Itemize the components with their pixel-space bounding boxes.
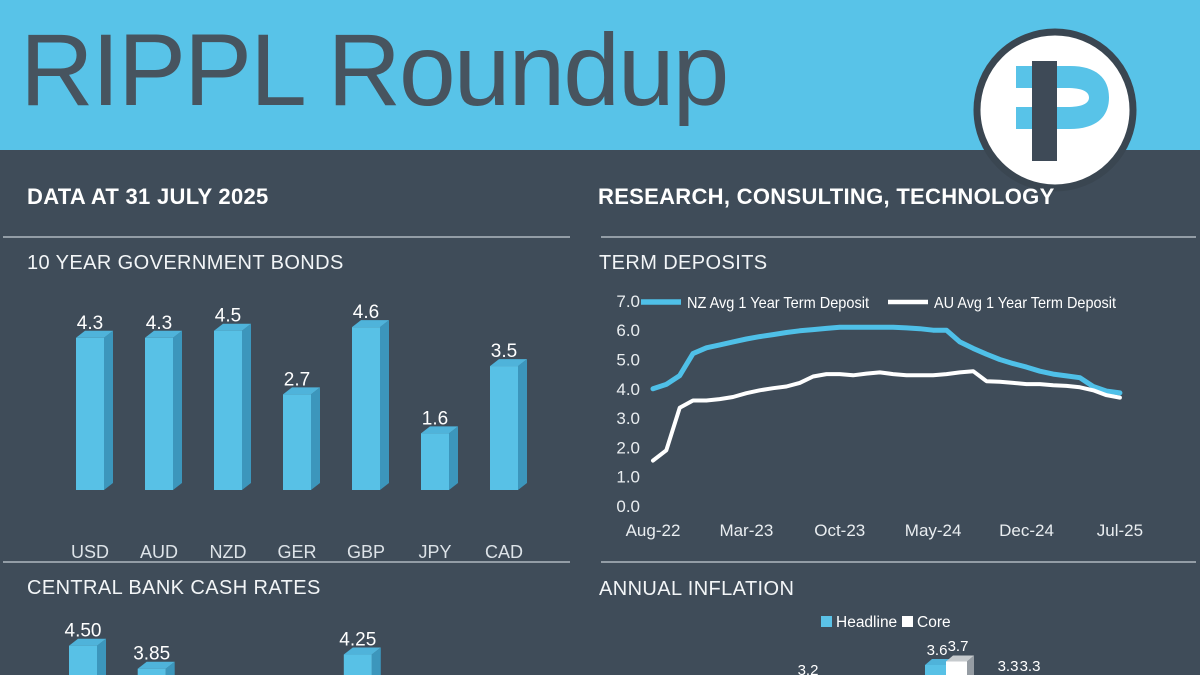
- inflation-value-label: 3.3: [998, 658, 1019, 675]
- chart-label: 4.6: [353, 302, 379, 323]
- legend-label-core: Core: [917, 614, 951, 631]
- bond-category-label: GER: [277, 542, 316, 562]
- logo-p-stem: [1032, 61, 1057, 161]
- x-axis-tick-label: Oct-23: [814, 521, 865, 540]
- legend-swatch-core: [902, 616, 913, 627]
- divider-bottom-left: [3, 561, 570, 563]
- divider-bottom-right: [601, 561, 1196, 563]
- chart-label: 4.5: [215, 306, 241, 327]
- chart-label: 4.25: [339, 630, 376, 651]
- y-axis-tick-label: 5.0: [616, 351, 640, 370]
- y-axis-tick-label: 1.0: [616, 468, 640, 487]
- cash-rate-bar-3.85: [137, 661, 175, 675]
- cash-rates-chart: 4.50 3.85 4.25: [65, 621, 381, 675]
- bonds-chart: 4.3 USD 4.3 AUD 4.5 NZD 2.7 GER 4.6 GBP 1.6 JPY 3.5 C…: [71, 302, 527, 562]
- section-title-inflation: ANNUAL INFLATION: [599, 578, 795, 600]
- bond-bar-JPY: [421, 426, 458, 490]
- inflation-bar-core: [946, 655, 974, 675]
- divider-top-left: [3, 236, 570, 238]
- bond-bar-GER: [283, 387, 320, 490]
- tagline-label: RESEARCH, CONSULTING, TECHNOLOGY: [598, 184, 1055, 209]
- bond-bar-AUD: [145, 330, 182, 490]
- bond-category-label: USD: [71, 542, 109, 562]
- legend-label-headline: Headline: [836, 614, 897, 631]
- bond-category-label: NZD: [210, 542, 247, 562]
- legend-swatch-headline: [821, 616, 832, 627]
- inflation-value-label: 3.6: [927, 642, 948, 659]
- x-axis-tick-label: Dec-24: [999, 521, 1054, 540]
- chart-label: 2.7: [284, 369, 310, 390]
- section-title-bonds: 10 YEAR GOVERNMENT BONDS: [27, 252, 344, 274]
- bond-bar-NZD: [214, 323, 251, 490]
- y-axis-tick-label: 0.0: [616, 497, 640, 516]
- rippl-logo: [973, 28, 1137, 192]
- chart-label: 4.3: [77, 313, 103, 334]
- term-deposits-chart: 0.0 1.0 2.0 3.0 4.0 5.0 6.0 7.0 Aug-22 Mar-23 Oct-…: [616, 292, 1143, 540]
- bond-bar-GBP: [352, 320, 389, 490]
- x-axis-tick-label: May-24: [905, 521, 962, 540]
- chart-label: 3.5: [491, 341, 517, 362]
- chart-label: 4.50: [65, 621, 102, 642]
- bond-bar-USD: [76, 330, 113, 490]
- inflation-value-label: 3.7: [948, 638, 969, 655]
- y-axis-tick-label: 4.0: [616, 380, 640, 399]
- chart-label: 4.3: [146, 313, 172, 334]
- bond-category-label: JPY: [418, 542, 451, 562]
- x-axis-tick-label: Mar-23: [719, 521, 773, 540]
- y-axis-tick-label: 6.0: [616, 321, 640, 340]
- x-axis-tick-label: Jul-25: [1097, 521, 1143, 540]
- bond-bar-CAD: [490, 359, 527, 490]
- legend-label-au: AU Avg 1 Year Term Deposit: [934, 295, 1116, 312]
- series-line-au: [651, 369, 1122, 463]
- inflation-value-label: 3.3: [1020, 658, 1041, 675]
- chart-label: 1.6: [422, 408, 448, 429]
- data-date-label: DATA AT 31 JULY 2025: [27, 184, 269, 209]
- x-axis-tick-label: Aug-22: [626, 521, 681, 540]
- cash-rate-bar-4.25: [343, 647, 381, 675]
- inflation-value-label: 3.2: [798, 662, 819, 675]
- series-line-nz: [650, 324, 1123, 396]
- divider-top-right: [601, 236, 1196, 238]
- y-axis-tick-label: 2.0: [616, 438, 640, 457]
- page-title: RIPPL Roundup: [20, 13, 729, 127]
- legend-label-nz: NZ Avg 1 Year Term Deposit: [687, 295, 870, 312]
- section-title-term-deposits: TERM DEPOSITS: [599, 252, 768, 274]
- chart-label: 3.85: [133, 644, 170, 665]
- bond-category-label: CAD: [485, 542, 523, 562]
- section-title-cash-rates: CENTRAL BANK CASH RATES: [27, 577, 321, 599]
- cash-rate-bar-4.50: [69, 638, 106, 675]
- inflation-bar-headline: [925, 659, 953, 675]
- inflation-chart: Headline Core 3.2 3.6 3.7 3.3 3.3: [798, 614, 1041, 675]
- bond-category-label: AUD: [140, 542, 178, 562]
- y-axis-tick-label: 7.0: [616, 292, 640, 311]
- y-axis-tick-label: 3.0: [616, 409, 640, 428]
- bond-category-label: GBP: [347, 542, 385, 562]
